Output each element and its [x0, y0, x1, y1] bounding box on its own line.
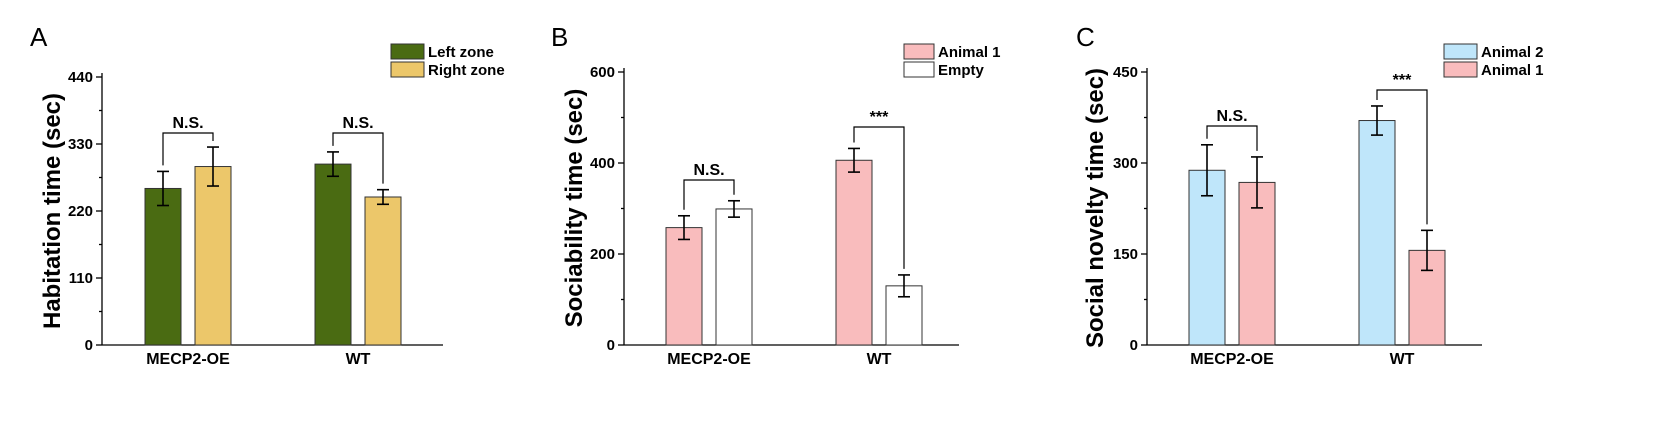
y-tick-label: 400 [590, 155, 615, 172]
legend-swatch [1443, 43, 1478, 60]
y-tick-label: 110 [69, 270, 93, 287]
significance-bracket [1376, 89, 1428, 225]
significance-label: N.S. [693, 162, 724, 179]
x-category-label: WT [1390, 351, 1415, 368]
x-category-label: MECP2-OE [1190, 351, 1274, 368]
bar-animal-1 [835, 159, 873, 346]
bar-animal-1 [1238, 181, 1276, 346]
y-axis-label: Sociability time (sec) [561, 89, 588, 328]
legend-swatch [390, 43, 425, 60]
bar-empty [715, 208, 753, 346]
y-tick-label: 330 [68, 136, 93, 153]
y-tick-label: 220 [68, 203, 93, 220]
significance-bracket [853, 126, 905, 269]
y-tick-label: 0 [607, 337, 615, 354]
significance-bracket [683, 179, 735, 210]
y-tick-label: 450 [1113, 64, 1138, 81]
legend-label: Right zone [428, 62, 505, 79]
panel-letter: C [1076, 22, 1095, 52]
significance-label: N.S. [172, 115, 203, 132]
bar-right-zone [364, 196, 402, 346]
legend-swatch [903, 43, 935, 60]
significance-label: N.S. [1216, 108, 1247, 125]
y-axis-label: Habitation time (sec) [39, 93, 66, 329]
panel-letter: A [30, 22, 48, 52]
significance-bracket [162, 132, 214, 166]
x-category-label: WT [867, 351, 892, 368]
y-tick-label: 600 [590, 64, 615, 81]
bar-animal-2 [1188, 169, 1226, 346]
bar-left-zone [314, 163, 352, 346]
significance-bracket [332, 132, 384, 184]
legend-swatch [903, 61, 935, 78]
x-category-label: MECP2-OE [146, 351, 230, 368]
bar-right-zone [194, 166, 232, 346]
x-category-label: WT [346, 351, 371, 368]
bar-left-zone [144, 187, 182, 346]
y-tick-label: 440 [68, 69, 93, 86]
y-tick-label: 300 [1113, 155, 1138, 172]
panel-letter: B [551, 22, 568, 52]
bar-animal-2 [1358, 120, 1396, 346]
bar-animal-1 [665, 227, 703, 346]
legend-swatch [1443, 61, 1478, 78]
y-tick-label: 0 [85, 337, 93, 354]
significance-label: *** [1393, 72, 1412, 89]
legend-label: Left zone [428, 44, 494, 61]
y-tick-label: 150 [1113, 246, 1138, 263]
significance-label: *** [870, 109, 889, 126]
legend-label: Animal 2 [1481, 44, 1544, 61]
significance-bracket [1206, 125, 1258, 151]
y-tick-label: 0 [1130, 337, 1138, 354]
y-axis-label: Social novelty time (sec) [1082, 68, 1109, 348]
legend-label: Empty [938, 62, 985, 79]
legend-swatch [390, 61, 425, 78]
y-tick-label: 200 [590, 246, 615, 263]
significance-label: N.S. [342, 115, 373, 132]
legend-label: Animal 1 [938, 44, 1001, 61]
legend-label: Animal 1 [1481, 62, 1544, 79]
x-category-label: MECP2-OE [667, 351, 751, 368]
